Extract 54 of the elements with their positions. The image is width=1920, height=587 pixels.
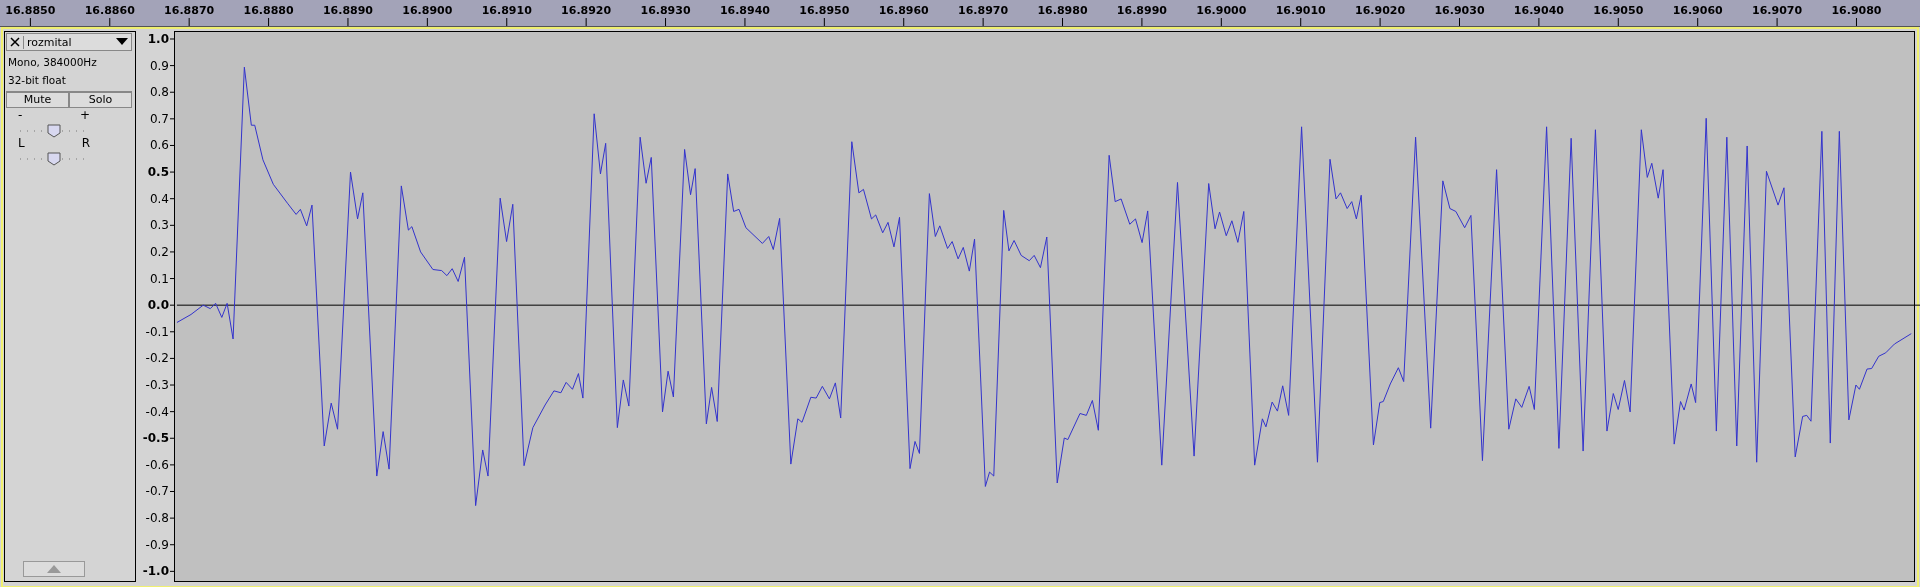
x-tick-label: 16.8930: [640, 4, 691, 17]
y-tick-label: 0.8: [149, 85, 169, 100]
x-tick-label: 16.8940: [719, 4, 771, 17]
x-tick-label: 16.9000: [1196, 4, 1247, 17]
y-tick-label: 0.0: [147, 298, 169, 313]
x-tick-label: 16.8880: [243, 4, 294, 17]
y-tick-label: 0.6: [149, 138, 169, 153]
annotation: rozmital: [23, 35, 116, 49]
y-tick-label: 0.5: [147, 165, 169, 180]
x-tick-label: 16.9020: [1355, 4, 1406, 17]
annotation: -: [18, 108, 23, 122]
y-tick-label: 0.7: [149, 111, 169, 126]
y-tick-label: -1.0: [142, 564, 169, 579]
y-tick-label: 1.0: [147, 31, 169, 46]
x-tick-label: 16.9010: [1275, 4, 1327, 17]
y-tick-label: 0.2: [149, 244, 169, 259]
x-tick-label: 16.8990: [1116, 4, 1168, 17]
x-tick-label: 16.8910: [481, 4, 533, 17]
x-tick-label: 16.9070: [1752, 4, 1803, 17]
annotation: 32-bit float: [7, 73, 67, 88]
x-tick-label: 16.9080: [1831, 4, 1882, 17]
x-tick-label: 16.8960: [878, 4, 930, 17]
annotation: Mute: [6, 92, 69, 108]
y-tick-label: -0.3: [145, 378, 169, 393]
y-tick-label: -0.1: [145, 324, 169, 339]
x-tick-label: 16.8860: [84, 4, 136, 17]
x-tick-label: 16.8890: [322, 4, 374, 17]
y-tick-label: 0.9: [149, 58, 169, 73]
y-tick-label: -0.5: [142, 431, 169, 446]
y-tick-label: -0.8: [145, 511, 169, 526]
x-tick-label: 16.9030: [1434, 4, 1485, 17]
annotation: Solo: [69, 92, 132, 108]
annotation: Mono, 384000Hz: [7, 55, 98, 70]
x-tick-label: 16.8870: [164, 4, 215, 17]
y-tick-label: 0.3: [149, 218, 169, 233]
x-tick-label: 16.8900: [402, 4, 453, 17]
y-tick-label: 0.1: [149, 271, 169, 286]
x-tick-label: 16.8970: [958, 4, 1009, 17]
x-tick-label: 16.8980: [1037, 4, 1088, 17]
y-tick-label: 0.4: [149, 191, 169, 206]
annotation: L: [18, 136, 25, 150]
x-tick-label: 16.9050: [1593, 4, 1644, 17]
y-tick-label: -0.2: [145, 351, 169, 366]
annotation: R: [81, 136, 90, 150]
annotation: +: [79, 108, 90, 122]
y-tick-label: -0.9: [145, 537, 169, 552]
x-tick-label: 16.8920: [561, 4, 612, 17]
x-tick-label: 16.9060: [1672, 4, 1724, 17]
x-tick-label: 16.8850: [5, 4, 56, 17]
y-tick-label: -0.6: [145, 457, 169, 472]
y-tick-label: -0.7: [145, 484, 169, 499]
x-tick-label: 16.9040: [1513, 4, 1565, 17]
y-tick-label: -0.4: [145, 404, 169, 419]
x-tick-label: 16.8950: [799, 4, 850, 17]
